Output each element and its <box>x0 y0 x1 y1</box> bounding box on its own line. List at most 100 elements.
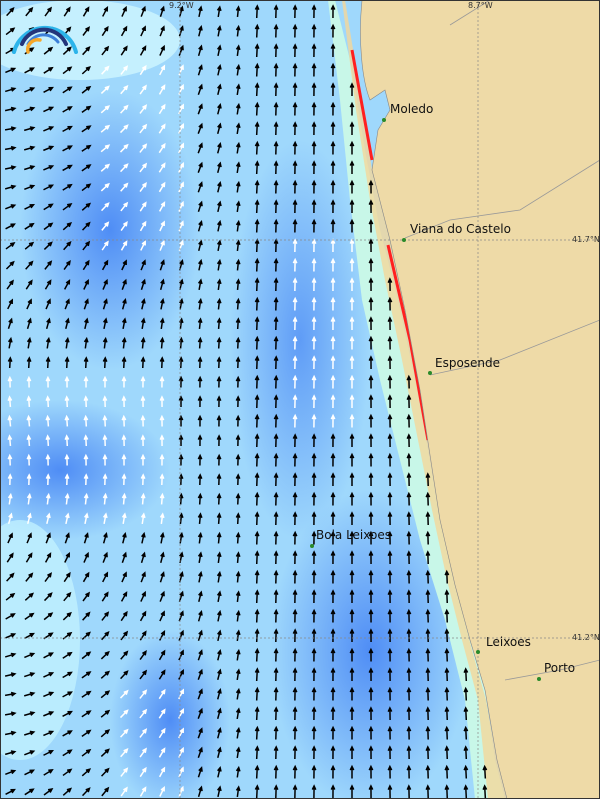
current-arrow <box>292 472 298 487</box>
current-arrow <box>349 335 355 350</box>
current-arrow <box>45 375 51 388</box>
current-arrow <box>43 145 55 152</box>
current-arrow <box>273 43 279 58</box>
current-arrow <box>24 241 35 250</box>
current-arrow <box>273 218 279 233</box>
current-arrow <box>292 452 298 467</box>
current-arrow <box>330 316 336 331</box>
current-arrow <box>83 512 89 525</box>
current-arrow <box>216 278 222 291</box>
current-arrow <box>273 355 279 370</box>
current-arrow <box>64 336 70 349</box>
current-arrow <box>292 608 298 623</box>
current-arrow <box>139 64 147 76</box>
current-arrow <box>387 725 393 740</box>
current-arrow <box>235 726 241 739</box>
current-arrow <box>349 121 355 136</box>
current-arrow <box>43 672 55 678</box>
current-arrow <box>7 512 13 525</box>
current-arrow <box>119 143 129 153</box>
current-arrow <box>273 647 279 662</box>
current-arrow <box>25 552 33 563</box>
current-arrow <box>159 375 165 388</box>
current-arrow <box>102 571 109 583</box>
current-arrow <box>6 572 15 582</box>
current-arrow <box>178 649 184 661</box>
current-arrow <box>349 218 355 233</box>
current-arrow <box>25 260 34 270</box>
current-arrow <box>330 140 336 155</box>
current-arrow <box>24 87 36 93</box>
current-arrow <box>463 706 469 721</box>
current-arrow <box>26 317 32 330</box>
current-arrow <box>159 317 165 330</box>
current-arrow <box>4 711 17 717</box>
current-arrow <box>5 633 17 639</box>
current-arrow <box>463 667 469 682</box>
current-arrow <box>292 335 298 350</box>
current-arrow <box>197 453 203 466</box>
current-arrow <box>311 745 317 760</box>
current-arrow <box>387 745 393 760</box>
current-arrow <box>292 394 298 409</box>
current-arrow <box>159 297 165 310</box>
current-arrow <box>254 82 260 97</box>
current-arrow <box>120 610 128 622</box>
current-arrow <box>349 628 355 643</box>
current-arrow <box>292 374 298 389</box>
current-arrow <box>120 163 129 173</box>
current-arrow <box>102 317 108 330</box>
current-arrow <box>425 784 431 799</box>
current-arrow <box>330 101 336 116</box>
current-arrow <box>197 64 203 76</box>
current-arrow <box>65 317 70 330</box>
current-arrow <box>216 336 222 349</box>
current-arrow <box>81 690 92 698</box>
current-arrow <box>254 257 260 272</box>
current-arrow <box>83 298 89 310</box>
current-arrow <box>254 530 260 545</box>
current-arrow <box>140 571 146 583</box>
current-arrow <box>121 278 127 290</box>
current-arrow <box>83 395 89 408</box>
current-arrow <box>349 589 355 604</box>
current-arrow <box>62 710 73 718</box>
current-arrow <box>101 65 110 75</box>
current-arrow <box>121 259 127 271</box>
current-arrow <box>216 551 222 564</box>
current-arrow <box>292 277 298 292</box>
current-arrow <box>140 453 146 466</box>
current-arrow <box>349 199 355 214</box>
current-arrow <box>330 550 336 565</box>
current-arrow <box>62 730 73 737</box>
current-arrow <box>292 433 298 448</box>
current-arrow <box>425 686 431 701</box>
current-arrow <box>121 453 127 466</box>
current-arrow <box>216 24 222 37</box>
current-arrow <box>197 200 203 212</box>
current-arrow <box>235 590 241 603</box>
current-arrow <box>100 163 111 172</box>
current-arrow <box>330 82 336 97</box>
current-arrow <box>254 589 260 604</box>
current-arrow <box>311 433 317 448</box>
current-arrow <box>178 161 184 173</box>
current-arrow <box>102 551 108 563</box>
current-arrow <box>273 667 279 682</box>
current-arrow <box>406 394 412 409</box>
current-arrow <box>43 691 55 698</box>
current-arrow <box>273 374 279 389</box>
current-arrow <box>273 530 279 545</box>
current-arrow <box>102 375 108 388</box>
current-arrow <box>120 767 129 777</box>
current-arrow <box>235 63 241 76</box>
current-arrow <box>254 121 260 136</box>
current-arrow <box>81 729 92 737</box>
current-arrow <box>197 531 203 544</box>
current-arrow <box>425 647 431 662</box>
current-arrow <box>254 608 260 623</box>
current-arrow <box>311 121 317 136</box>
current-arrow <box>159 785 165 797</box>
place-moledo: Moledo <box>390 102 434 116</box>
